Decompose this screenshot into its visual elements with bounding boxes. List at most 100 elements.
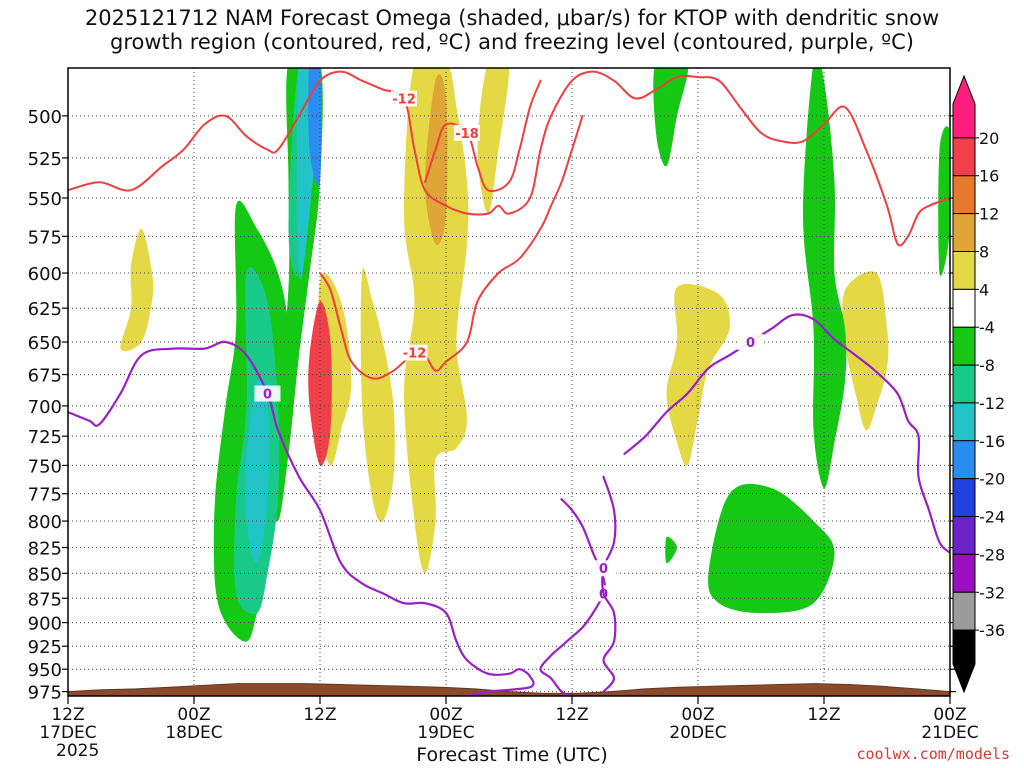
y-tick-label-725: 725 xyxy=(28,427,62,448)
colorbar-label-1: 16 xyxy=(979,167,999,186)
colorbar-label-10: -24 xyxy=(979,508,1005,527)
y-tick-label-700: 700 xyxy=(28,397,62,418)
y-axis: 500 525 550 575 600 625 650 675 700 725 750 775 800 8… xyxy=(28,107,956,704)
y-tick-label-575: 575 xyxy=(28,227,62,248)
y-tick-label-675: 675 xyxy=(28,366,62,387)
freezing-level-contour-0-label-bg xyxy=(254,385,281,402)
chart-title-line-1: 2025121712 NAM Forecast Omega (shaded, μ… xyxy=(84,6,940,30)
y-tick-label-950: 950 xyxy=(28,660,62,681)
dendritic-contour-2-label: -18 xyxy=(455,127,479,142)
colorbar-swatch-6 xyxy=(952,326,976,366)
colorbar-label-2: 12 xyxy=(979,205,999,224)
x-tick-label-12-1: 18DEC xyxy=(165,723,222,743)
omega-region-17 xyxy=(245,378,269,564)
y-tick-label-625: 625 xyxy=(28,299,62,320)
colorbar-swatch-10 xyxy=(952,478,976,518)
colorbar-label-5: -4 xyxy=(979,318,995,337)
y-tick-label-975: 975 xyxy=(28,683,62,704)
colorbar: 20 16 12 8 4 -4 -8 -12 -16 -20 -24 -28 -32 -36 xyxy=(952,74,1005,694)
colorbar-label-12: -32 xyxy=(979,583,1005,602)
dendritic-contour-1-label: -12 xyxy=(403,347,427,362)
freezing-level-contour-3 xyxy=(601,475,617,693)
omega-region-5 xyxy=(666,283,730,467)
x-tick-label-24-0: 12Z xyxy=(303,705,336,725)
y-tick-label-800: 800 xyxy=(28,512,62,533)
colorbar-swatch-7 xyxy=(952,364,976,404)
dendritic-contour-0-label: -12 xyxy=(392,92,416,107)
colorbar-swatch-2 xyxy=(952,175,976,215)
omega-region-2 xyxy=(477,68,510,214)
x-tick-label-36-0: 00Z xyxy=(429,705,462,725)
x-tick-label-0-2: 2025 xyxy=(56,741,99,761)
y-tick-label-925: 925 xyxy=(28,637,62,658)
site-credit: coolwx.com/models xyxy=(856,745,1010,763)
omega-region-1 xyxy=(404,68,469,574)
omega-region-12 xyxy=(708,483,835,614)
x-tick-label-36-1: 19DEC xyxy=(417,723,474,743)
colorbar-swatch-1 xyxy=(952,137,976,177)
omega-region-0 xyxy=(120,228,154,352)
colorbar-swatch-8 xyxy=(952,402,976,442)
dendritic-contour-0 xyxy=(68,70,950,247)
colorbar-swatch-13 xyxy=(952,591,976,631)
dendritic-contour-1 xyxy=(319,114,584,380)
y-tick-label-825: 825 xyxy=(28,539,62,560)
colorbar-label-9: -20 xyxy=(979,470,1005,489)
dendritic-contour-0-label-bg xyxy=(391,90,417,107)
colorbar-label-11: -28 xyxy=(979,545,1005,564)
x-tick-label-12-0: 00Z xyxy=(177,705,210,725)
colorbar-label-4: 4 xyxy=(979,280,989,299)
colorbar-swatch-12 xyxy=(952,553,976,593)
dendritic-contour-1-label-bg xyxy=(401,344,428,361)
y-tick-label-750: 750 xyxy=(28,456,62,477)
omega-region-19 xyxy=(308,68,322,187)
colorbar-swatch-5 xyxy=(952,288,976,328)
y-tick-label-775: 775 xyxy=(28,485,62,506)
colorbar-label-6: -8 xyxy=(979,356,995,375)
y-tick-label-550: 550 xyxy=(28,189,62,210)
colorbar-label-7: -12 xyxy=(979,394,1005,413)
y-tick-label-900: 900 xyxy=(28,614,62,635)
dendritic-contour-2-label-bg xyxy=(454,124,480,141)
freezing-level-contour-2 xyxy=(623,313,950,554)
omega-region-6 xyxy=(842,271,889,431)
omega-region-7 xyxy=(425,74,448,246)
x-tick-label-84-0: 00Z xyxy=(933,705,966,725)
y-tick-label-850: 850 xyxy=(28,564,62,585)
chart-title-line-2: growth region (contoured, red, ºC) and f… xyxy=(110,30,914,54)
x-tick-label-48-0: 12Z xyxy=(555,705,588,725)
colorbar-swatch-0 xyxy=(952,74,976,139)
x-tick-label-60-0: 00Z xyxy=(681,705,714,725)
chart-title: 2025121712 NAM Forecast Omega (shaded, μ… xyxy=(0,6,1024,54)
freezing-level-contour-1 xyxy=(539,498,606,696)
dendritic-contour-2 xyxy=(424,79,542,193)
x-tick-label-60-1: 20DEC xyxy=(669,723,726,743)
freezing-level-contour-2-label-bg xyxy=(737,334,764,351)
terrain-layer xyxy=(68,683,950,696)
freezing-level-contour-3-label: 0 xyxy=(599,562,608,577)
colorbar-swatch-14 xyxy=(952,629,976,694)
omega-region-14 xyxy=(665,536,677,564)
freezing-level-contour-0 xyxy=(68,340,535,696)
colorbar-swatch-3 xyxy=(952,213,976,252)
x-tick-label-72-0: 12Z xyxy=(807,705,840,725)
terrain-fill xyxy=(68,683,950,696)
y-tick-label-650: 650 xyxy=(28,333,62,354)
omega-region-11 xyxy=(803,68,847,489)
colorbar-label-0: 20 xyxy=(979,129,999,148)
freezing-level-contour-2-label: 0 xyxy=(746,336,755,351)
colorbar-swatch-11 xyxy=(952,516,976,555)
y-tick-label-500: 500 xyxy=(28,107,62,128)
x-tick-label-0-0: 12Z xyxy=(51,705,84,725)
x-axis-label: Forecast Time (UTC) xyxy=(416,744,608,766)
freezing-level-contour-3-label-bg xyxy=(590,560,617,577)
omega-region-20 xyxy=(308,301,332,466)
colorbar-swatch-4 xyxy=(952,250,976,290)
omega-shading-layer xyxy=(120,68,950,642)
plot-frame xyxy=(67,67,951,697)
x-tick-label-0-1: 17DEC xyxy=(39,723,96,743)
freezing-level-contour-0-label: 0 xyxy=(263,388,272,403)
omega-region-10 xyxy=(653,68,689,167)
